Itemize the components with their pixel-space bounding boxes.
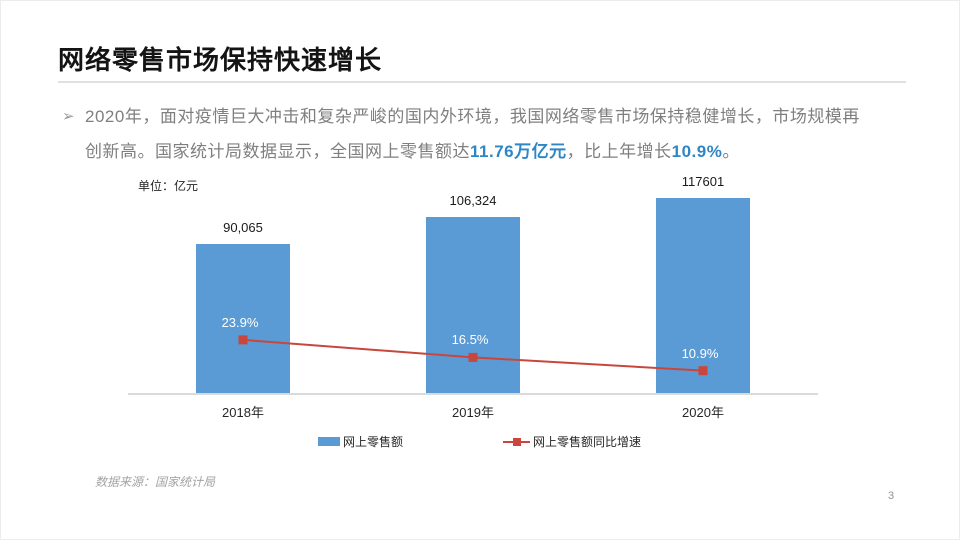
bar-series-swatch-icon	[318, 437, 340, 446]
paragraph-segment: 2020年，面对疫情巨大冲击和复杂严峻的国内外环境，我国网络零售市场保持稳健增长…	[85, 107, 860, 161]
line-marker-icon	[468, 352, 478, 362]
bar-2018年	[196, 244, 290, 393]
highlighted-stat: 10.9%	[671, 142, 723, 161]
arrow-bullet-icon: ➢	[62, 108, 75, 125]
title-divider	[58, 81, 906, 83]
legend-label-line: 网上零售额同比增速	[533, 435, 642, 449]
x-axis-label: 2018年	[222, 405, 264, 420]
paragraph-segment: 。	[722, 142, 740, 161]
bar-2020年	[656, 198, 750, 393]
x-axis-line	[128, 393, 818, 395]
slide-title: 网络零售市场保持快速增长	[58, 45, 383, 75]
bar-value-label: 90,065	[223, 220, 263, 235]
paragraph-text: 2020年，面对疫情巨大冲击和复杂严峻的国内外环境，我国网络零售市场保持稳健增长…	[85, 99, 860, 169]
bar-value-label: 117601	[681, 174, 725, 190]
legend-label-bar: 网上零售额	[343, 435, 404, 449]
growth-value-label: 23.9%	[221, 314, 259, 330]
data-source-note: 数据来源：国家统计局	[95, 475, 216, 489]
paragraph-segment: ，比上年增长	[566, 142, 672, 161]
combo-chart: 90,065 23.9% 2018年 106,324 16.5% 2019年 117601 1…	[128, 174, 818, 420]
growth-value-label: 10.9%	[681, 345, 719, 361]
x-axis-label: 2019年	[452, 405, 494, 420]
legend-item-line: 网上零售额同比增速	[503, 433, 641, 450]
bar-value-label: 106,324	[449, 193, 497, 209]
growth-value-label: 16.5%	[451, 332, 489, 348]
line-series-swatch-icon	[503, 437, 531, 446]
line-marker-icon	[238, 335, 248, 345]
highlighted-stat: 11.76万亿元	[470, 142, 567, 161]
chart-unit-label: 单位：亿元	[138, 179, 199, 193]
body-paragraph: ➢ 2020年，面对疫情巨大冲击和复杂严峻的国内外环境，我国网络零售市场保持稳健…	[62, 99, 882, 169]
line-marker-icon	[698, 366, 708, 376]
legend-item-bar: 网上零售额	[318, 433, 403, 450]
growth-line-series	[238, 335, 708, 376]
bar-2019年	[426, 217, 520, 393]
x-axis-label: 2020年	[682, 405, 724, 420]
chart-legend: 网上零售额 网上零售额同比增速	[318, 433, 641, 450]
page-number: 3	[888, 490, 895, 502]
